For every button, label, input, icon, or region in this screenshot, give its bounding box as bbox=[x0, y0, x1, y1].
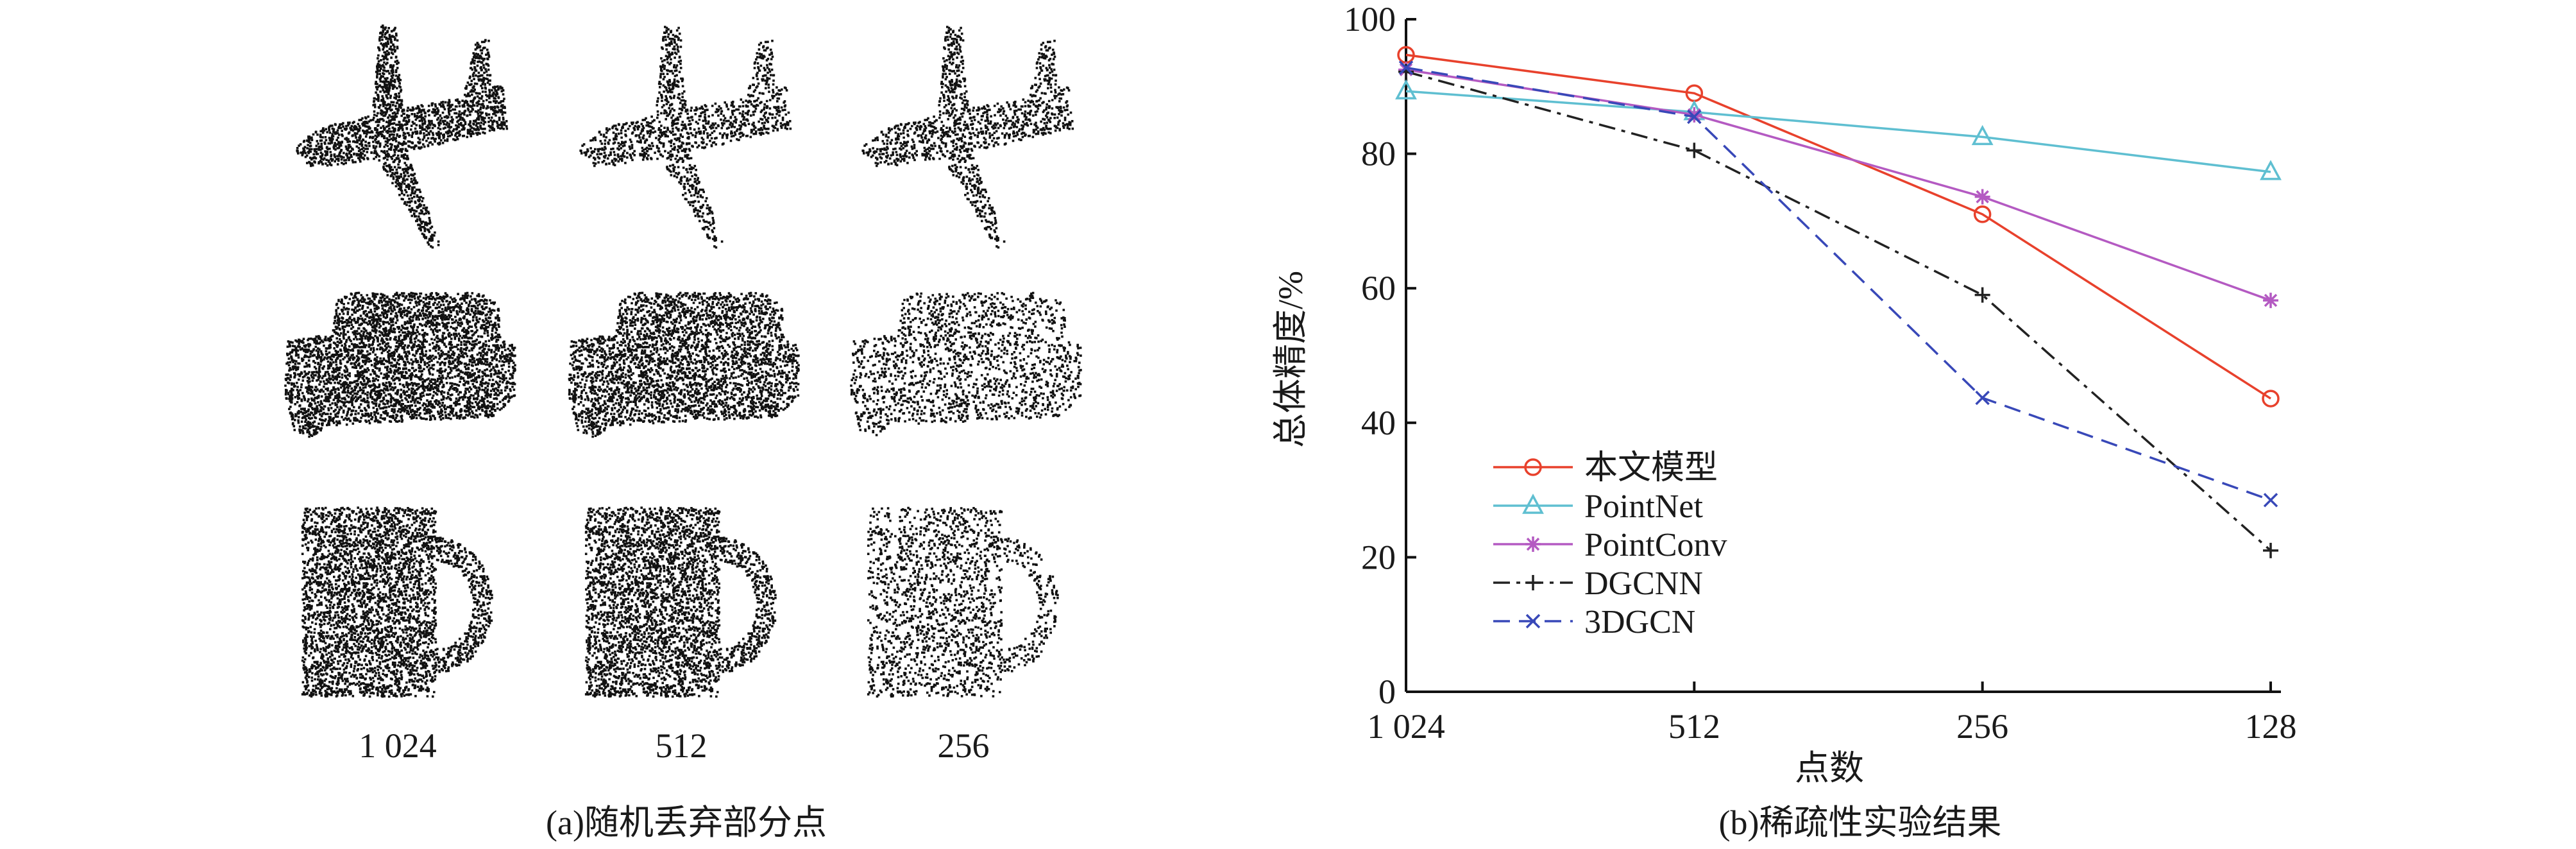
data-point-marker bbox=[1974, 189, 1990, 205]
car-point-cloud bbox=[284, 291, 516, 438]
data-point-marker bbox=[2263, 542, 2278, 558]
airplane-point-cloud bbox=[861, 26, 1074, 249]
legend-label: 本文模型 bbox=[1584, 450, 1718, 486]
series-line bbox=[1405, 71, 2272, 552]
data-point-marker bbox=[1395, 79, 1417, 99]
series-3DGCN bbox=[1398, 60, 2278, 508]
series-line bbox=[1405, 90, 2271, 173]
car-point-cloud bbox=[568, 291, 800, 438]
airplane-point-cloud bbox=[579, 26, 792, 249]
point-dots bbox=[301, 506, 493, 698]
mug-point-cloud bbox=[584, 506, 777, 698]
data-point-marker bbox=[1686, 107, 1702, 123]
point-dots bbox=[284, 291, 516, 438]
mug-point-cloud bbox=[301, 506, 493, 698]
data-point-marker bbox=[2263, 293, 2278, 309]
series-PointConv bbox=[1398, 62, 2278, 309]
column-label-1024: 1 024 bbox=[359, 726, 437, 765]
series-line bbox=[1405, 68, 2271, 302]
data-point-marker bbox=[1973, 205, 1992, 223]
point-dots bbox=[850, 291, 1082, 436]
data-point-marker bbox=[2263, 493, 2278, 508]
point-dots bbox=[584, 506, 777, 698]
point-dots bbox=[867, 506, 1059, 698]
x-tick-label: 512 bbox=[1668, 707, 1720, 746]
series-line bbox=[1405, 53, 2271, 400]
point-dots bbox=[579, 26, 792, 249]
legend-marker bbox=[1524, 458, 1542, 476]
mug-point-cloud bbox=[867, 506, 1059, 698]
x-ticks: 1 024 512 256 128 bbox=[1367, 682, 2297, 746]
data-point-marker bbox=[1686, 142, 1702, 159]
y-tick-label: 0 bbox=[1378, 673, 1396, 711]
column-label-256: 256 bbox=[938, 726, 990, 765]
car-point-cloud bbox=[850, 291, 1082, 436]
series-DGCNN bbox=[1398, 64, 2278, 558]
legend-marker bbox=[1525, 613, 1541, 629]
data-point-marker bbox=[1687, 109, 1702, 124]
point-dots bbox=[568, 291, 800, 438]
panel-a-column-labels: 1 024 512 256 bbox=[359, 726, 989, 765]
legend-label: PointConv bbox=[1584, 527, 1727, 563]
y-ticks: 0 20 40 60 80 100 bbox=[1344, 0, 1416, 711]
data-point-marker bbox=[1974, 287, 1990, 303]
column-label-512: 512 bbox=[656, 726, 708, 765]
series-PointNet bbox=[1395, 79, 2282, 180]
panel-b-caption: (b)稀疏性实验结果 bbox=[1719, 803, 2002, 842]
legend-marker bbox=[1525, 536, 1541, 552]
y-axis-label: 总体精度/% bbox=[1271, 271, 1310, 448]
x-tick-label: 128 bbox=[2245, 707, 2297, 746]
x-tick-label: 1 024 bbox=[1367, 707, 1445, 746]
series-本文模型 bbox=[1397, 46, 2280, 407]
data-point-marker bbox=[1971, 124, 1994, 146]
point-dots bbox=[861, 26, 1074, 249]
data-point-marker bbox=[1398, 60, 1414, 75]
legend-label: DGCNN bbox=[1584, 565, 1703, 602]
x-axis-label: 点数 bbox=[1795, 749, 1864, 787]
legend-marker bbox=[1522, 493, 1544, 514]
y-tick-label: 80 bbox=[1361, 135, 1396, 173]
series-line bbox=[1405, 66, 2271, 501]
y-tick-label: 40 bbox=[1361, 404, 1396, 442]
y-tick-label: 60 bbox=[1361, 269, 1396, 307]
sparsity-line-chart: 0 20 40 60 80 100 1 024 512 256 128 总体精度/% 点数 本文… bbox=[1271, 0, 2297, 787]
legend-label: 3DGCN bbox=[1584, 604, 1695, 640]
x-tick-label: 256 bbox=[1956, 707, 2008, 746]
legend-marker bbox=[1525, 575, 1541, 590]
airplane-point-cloud bbox=[296, 24, 509, 249]
panel-a-caption: (a)随机丢弃部分点 bbox=[546, 803, 827, 842]
series-layer bbox=[1395, 46, 2282, 558]
y-tick-label: 20 bbox=[1361, 538, 1396, 576]
point-dots bbox=[296, 24, 509, 249]
y-tick-label: 100 bbox=[1344, 0, 1396, 39]
data-point-marker bbox=[1975, 390, 1990, 406]
panel-a-point-clouds bbox=[284, 24, 1082, 698]
legend-label: PointNet bbox=[1584, 488, 1703, 525]
data-point-marker bbox=[2260, 160, 2282, 180]
data-point-marker bbox=[2262, 390, 2280, 407]
